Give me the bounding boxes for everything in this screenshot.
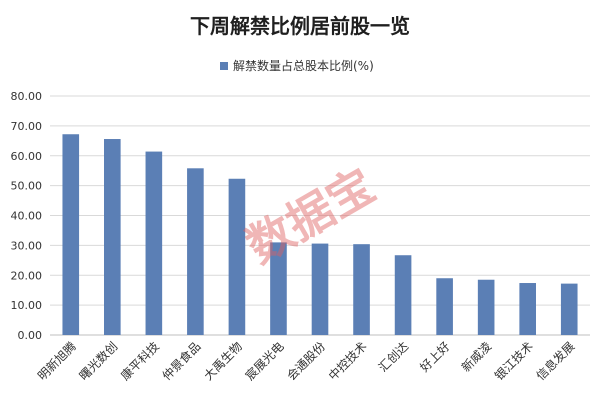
bar — [187, 168, 204, 335]
bar — [436, 278, 453, 335]
bar — [104, 139, 121, 335]
bar — [519, 283, 536, 335]
x-tick-label: 曙光数创 — [76, 339, 121, 384]
y-axis: 0.00 10.00 20.00 30.00 40.00 50.00 60.00 70.00 8… — [11, 90, 43, 342]
bar — [145, 151, 163, 335]
bar — [394, 255, 412, 335]
x-tick-label: 明新旭腾 — [34, 339, 79, 384]
x-tick-label: 大禹生物 — [201, 339, 245, 383]
bar — [353, 244, 370, 335]
bar — [477, 279, 495, 335]
y-tick-label: 30.00 — [11, 239, 43, 252]
bar — [560, 283, 578, 335]
y-tick-label: 0.00 — [18, 329, 43, 342]
x-tick-label: 好上好 — [417, 339, 452, 374]
y-tick-label: 70.00 — [11, 120, 43, 133]
x-tick-label: 会通股份 — [284, 339, 328, 383]
x-tick-label: 康平科技 — [117, 339, 162, 384]
x-tick-label: 银江技术 — [492, 339, 536, 383]
y-tick-label: 50.00 — [11, 180, 43, 193]
bars — [62, 134, 578, 335]
y-tick-label: 20.00 — [11, 269, 43, 282]
y-tick-label: 80.00 — [11, 90, 43, 103]
y-tick-label: 60.00 — [11, 150, 43, 163]
legend-swatch — [220, 62, 228, 70]
bar — [62, 134, 80, 335]
y-tick-label: 40.00 — [11, 210, 43, 223]
x-tick-label: 仲景食品 — [159, 339, 204, 384]
x-tick-label: 中控技术 — [325, 339, 370, 384]
legend-label: 解禁数量占总股本比例(%) — [233, 58, 374, 73]
y-tick-label: 10.00 — [11, 299, 43, 312]
chart-title: 下周解禁比例居前股一览 — [190, 14, 410, 38]
x-tick-label: 信息发展 — [533, 339, 578, 384]
x-tick-label: 宸展光电 — [242, 339, 287, 384]
bar — [311, 243, 329, 335]
legend: 解禁数量占总股本比例(%) — [220, 58, 374, 73]
x-tick-label: 汇创达 — [376, 339, 411, 374]
x-tick-label: 新威凌 — [458, 339, 494, 375]
bar — [270, 242, 287, 335]
bar — [228, 178, 246, 335]
